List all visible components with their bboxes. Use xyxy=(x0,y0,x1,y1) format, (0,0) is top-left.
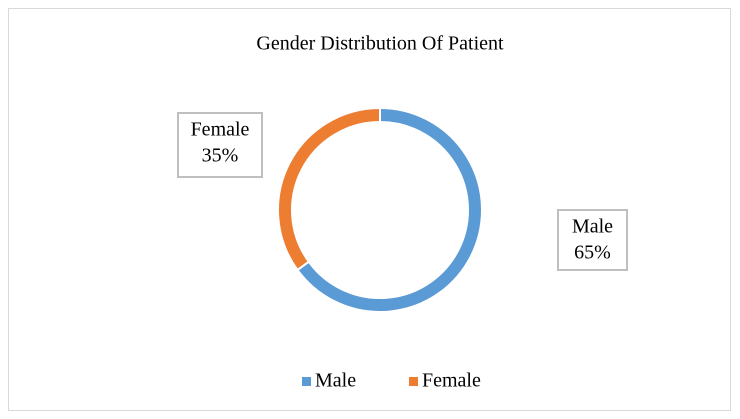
chart-title: Gender Distribution Of Patient xyxy=(256,33,504,55)
data-label-category: Female xyxy=(191,119,250,141)
legend-label: Female xyxy=(422,370,481,392)
legend-swatch xyxy=(409,377,418,386)
data-label-box xyxy=(177,112,263,178)
donut-segment xyxy=(277,106,381,272)
data-label-box xyxy=(557,209,628,271)
legend-label: Male xyxy=(315,370,356,392)
legend-swatch xyxy=(302,377,311,386)
data-label-value: 35% xyxy=(202,145,239,167)
data-label-value: 65% xyxy=(574,242,611,264)
data-label-category: Male xyxy=(572,216,613,238)
